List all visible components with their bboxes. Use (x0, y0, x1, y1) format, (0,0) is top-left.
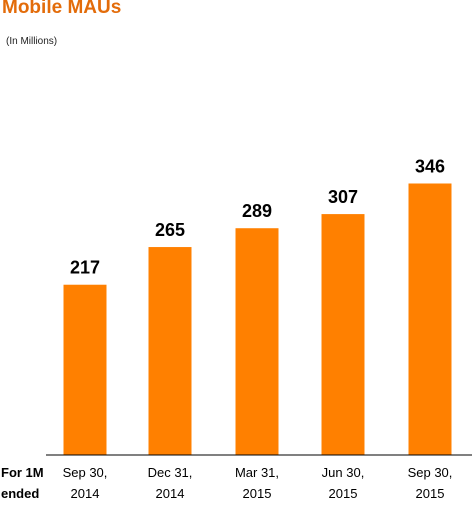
x-tick-label-0-line-0: Sep 30, (63, 465, 108, 480)
data-labels-layer: 217 265 289 307 346 (70, 156, 445, 277)
data-label-1: 265 (155, 220, 185, 240)
x-tick-label-3-line-1: 2015 (329, 486, 358, 501)
x-tick-label-4-line-1: 2015 (416, 486, 445, 501)
x-tick-label-2-line-0: Mar 31, (235, 465, 279, 480)
x-tick-label-0-line-1: 2014 (71, 486, 100, 501)
chart-subtitle: (In Millions) (6, 36, 58, 47)
bars-layer (63, 183, 452, 455)
x-tick-label-4-line-0: Sep 30, (408, 465, 453, 480)
x-tick-labels-layer: Sep 30, 2014 Dec 31, 2014 Mar 31, 2015 Jun 30,… (63, 465, 453, 501)
data-label-3: 307 (328, 187, 358, 207)
data-label-2: 289 (242, 201, 272, 221)
bar-2 (235, 228, 279, 455)
chart-title: Mobile MAUs (2, 0, 122, 18)
bar-0 (63, 284, 107, 455)
x-axis-prefix: For 1M ended (1, 465, 44, 501)
bar-3 (321, 214, 365, 455)
bar-4 (408, 183, 452, 455)
bar-1 (148, 247, 192, 455)
x-tick-label-2-line-1: 2015 (243, 486, 272, 501)
x-axis-prefix-line-0: For 1M (1, 465, 44, 480)
data-label-0: 217 (70, 258, 100, 278)
x-tick-label-1-line-0: Dec 31, (148, 465, 193, 480)
x-tick-label-3-line-0: Jun 30, (322, 465, 365, 480)
x-axis-prefix-line-1: ended (1, 486, 39, 501)
x-tick-label-1-line-1: 2014 (156, 486, 185, 501)
data-label-4: 346 (415, 156, 445, 176)
